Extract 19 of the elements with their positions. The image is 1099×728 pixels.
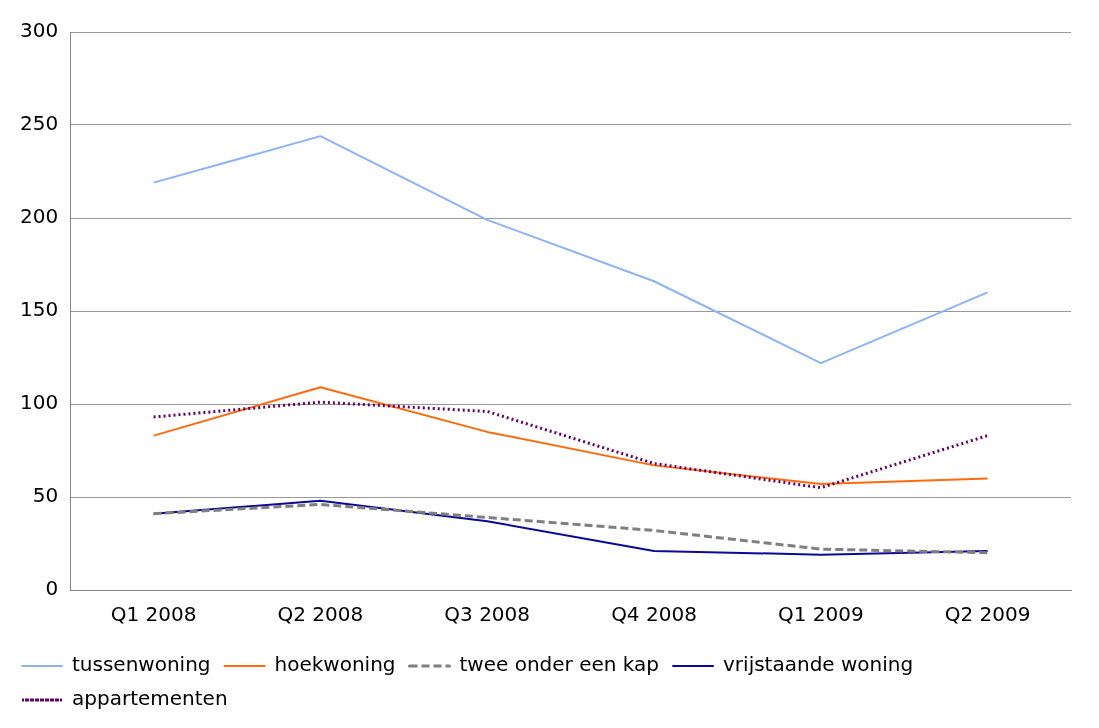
legend-label: tussenwoning	[72, 652, 211, 677]
legend-label: vrijstaande woning	[723, 652, 914, 677]
legend-label: appartementen	[72, 686, 228, 711]
y-tick-label: 150	[19, 297, 59, 322]
x-tick-label: Q1 2008	[110, 602, 197, 627]
x-tick-label: Q2 2009	[944, 602, 1031, 627]
line-series	[152, 400, 990, 490]
y-tick-label: 250	[19, 111, 59, 136]
x-tick-label: Q1 2009	[777, 602, 864, 627]
y-tick-label: 50	[32, 483, 59, 508]
x-tick-label: Q4 2008	[611, 602, 697, 627]
x-tick-label: Q2 2008	[277, 602, 364, 627]
y-tick-label: 0	[45, 576, 59, 601]
y-tick-label: 100	[19, 390, 59, 415]
y-tick-label: 200	[19, 204, 59, 229]
y-tick-label: 300	[19, 18, 59, 43]
legend-label: hoekwoning	[274, 652, 396, 677]
x-tick-label: Q3 2008	[444, 602, 531, 627]
legend-label: twee onder een kap	[459, 652, 660, 677]
